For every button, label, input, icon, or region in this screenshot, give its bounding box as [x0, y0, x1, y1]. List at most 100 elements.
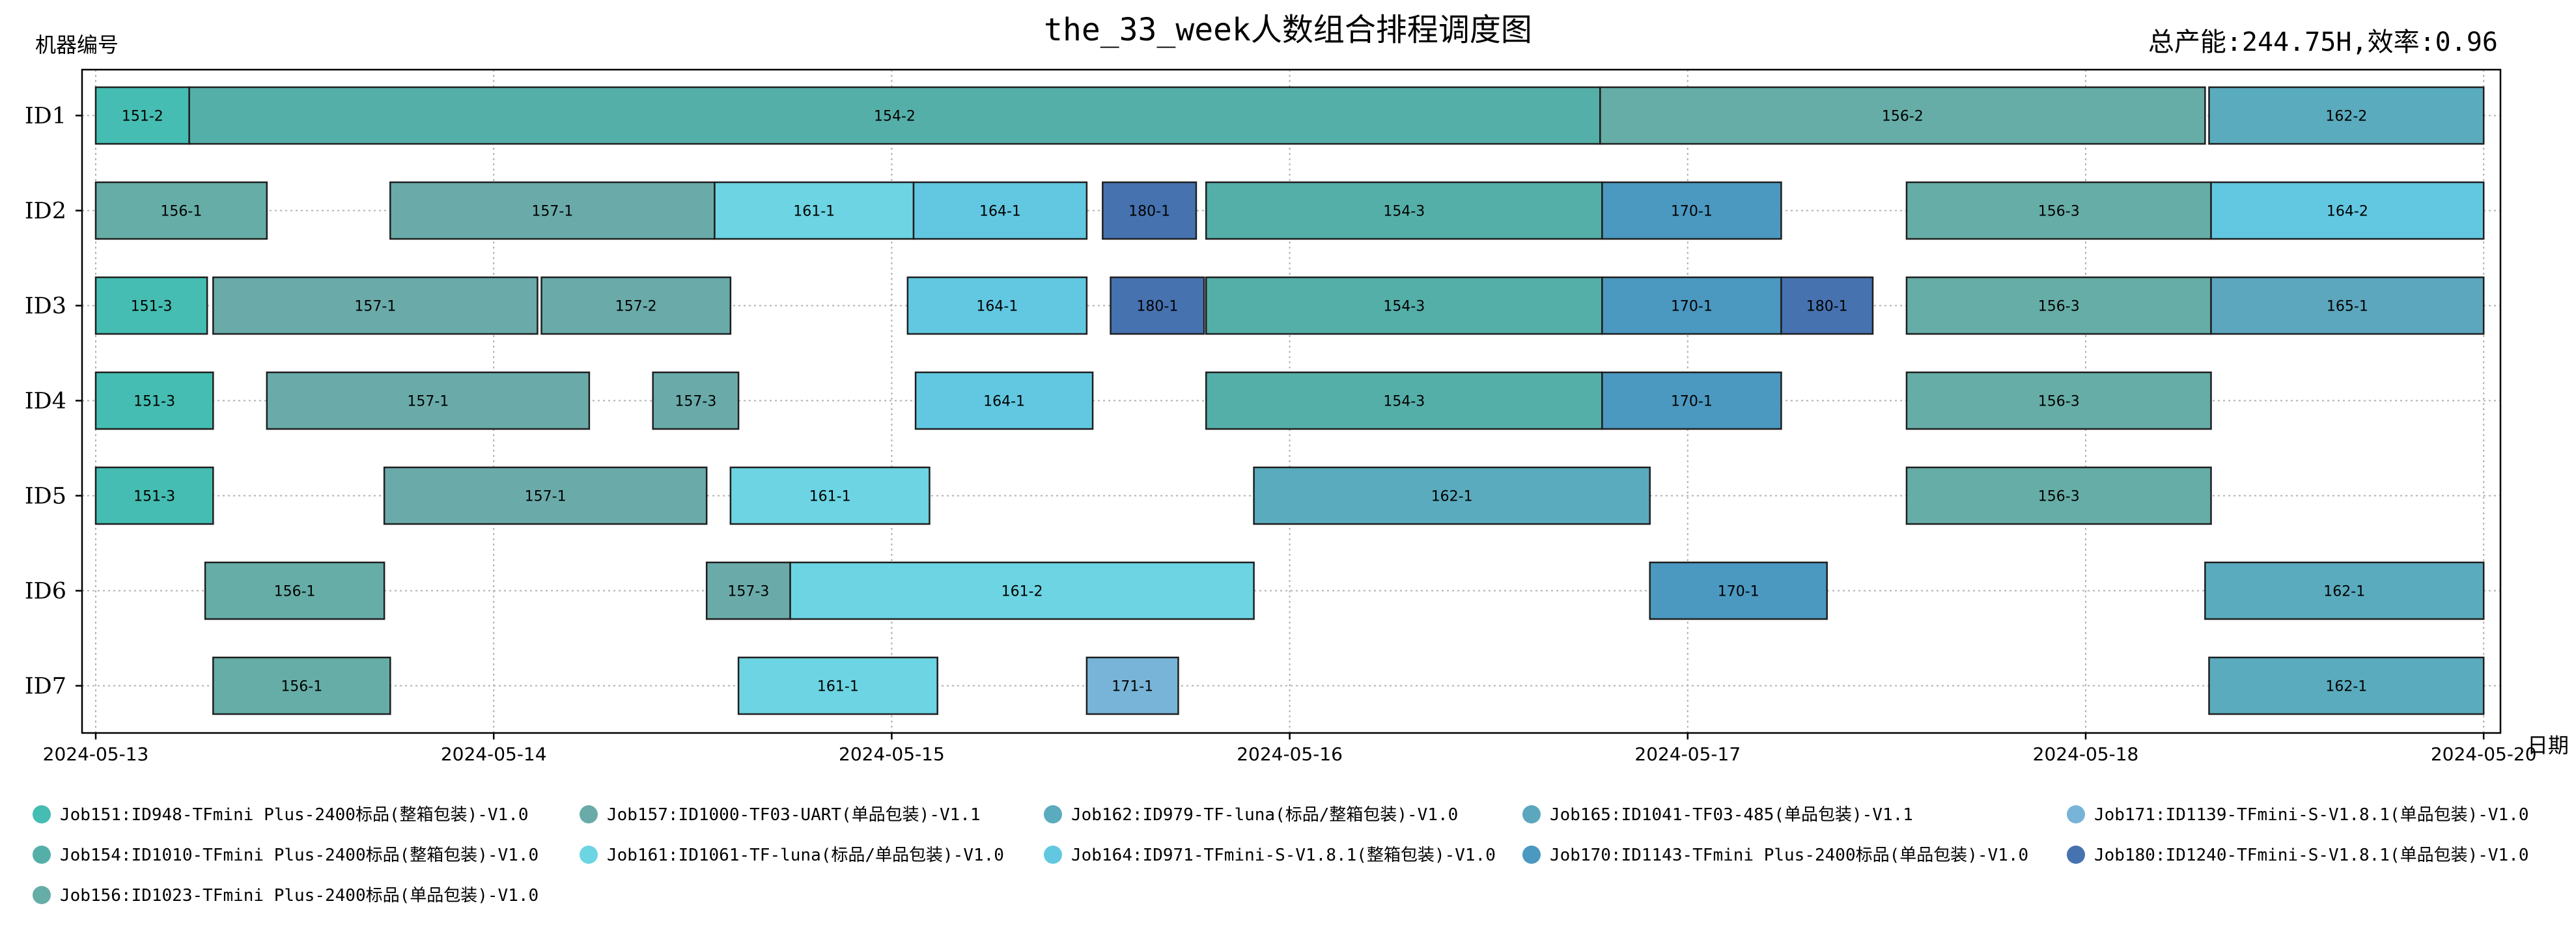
task-bar: [1601, 181, 1782, 240]
y-tick-label: ID3: [25, 294, 66, 320]
x-tick-label: 2024-05-13: [43, 743, 149, 765]
task-bar: [2204, 561, 2485, 620]
task-label: 164-1: [976, 299, 1018, 315]
task-bar: [789, 561, 1255, 620]
task-label: 162-1: [1431, 489, 1473, 505]
task-bar: [914, 371, 1094, 430]
task-bar: [1599, 86, 2206, 145]
task-bar: [729, 466, 931, 525]
legend-marker: [580, 805, 598, 823]
x-axis-label: 日期: [2527, 733, 2569, 758]
task-bar: [1905, 181, 2212, 240]
task-label: 154-2: [874, 109, 916, 125]
legend-label: Job154:ID1010-TFmini Plus-2400标品(整箱包装)-V…: [60, 846, 539, 865]
x-tick-label: 2024-05-18: [2033, 743, 2139, 765]
task-bar: [906, 276, 1088, 335]
task-bar: [1601, 276, 1782, 335]
task-label: 157-1: [354, 299, 396, 315]
x-tick-label: 2024-05-14: [441, 743, 547, 765]
task-label: 156-1: [281, 679, 322, 695]
task-label: 180-1: [1806, 299, 1848, 315]
task-label: 170-1: [1671, 204, 1713, 220]
legend-marker: [2067, 805, 2085, 823]
task-label: 154-3: [1383, 299, 1425, 315]
task-bar: [383, 466, 708, 525]
task-label: 156-2: [1882, 109, 1924, 125]
x-tick-label: 2024-05-15: [839, 743, 945, 765]
chart-title: the_33_week人数组合排程调度图: [1044, 12, 1532, 48]
task-bar: [1649, 561, 1828, 620]
task-bar: [705, 561, 791, 620]
y-tick-label: ID6: [25, 579, 66, 605]
task-label: 164-1: [983, 394, 1025, 410]
legend-label: Job171:ID1139-TFmini-S-V1.8.1(单品包装)-V1.0: [2094, 805, 2529, 825]
task-bar: [737, 656, 938, 715]
task-label: 154-3: [1383, 204, 1425, 220]
bars-layer: 151-2 154-2 156-2 162-2 156-1 157-1 161-1 164-1…: [94, 86, 2485, 715]
task-label: 170-1: [1671, 394, 1713, 410]
task-bar: [1085, 656, 1179, 715]
task-label: 151-3: [133, 394, 175, 410]
task-label: 161-2: [1001, 584, 1043, 600]
task-label: 156-1: [274, 584, 316, 600]
task-bar: [2208, 656, 2485, 715]
task-bar: [212, 656, 391, 715]
task-label: 157-3: [727, 584, 769, 600]
task-bar: [652, 371, 740, 430]
task-bar: [1205, 276, 1603, 335]
task-bar: [188, 86, 1601, 145]
task-label: 151-3: [131, 299, 173, 315]
y-tick-label: ID2: [25, 199, 66, 225]
chart-subtitle: 总产能:244.75H,效率:0.96: [2148, 27, 2498, 57]
task-bar: [94, 466, 214, 525]
task-label: 162-1: [2325, 679, 2367, 695]
task-bar: [1780, 276, 1874, 335]
legend-label: Job161:ID1061-TF-luna(标品/单品包装)-V1.0: [607, 846, 1004, 865]
task-bar: [2208, 86, 2485, 145]
y-tick-label: ID1: [25, 104, 66, 130]
task-bar: [912, 181, 1088, 240]
legend-label: Job180:ID1240-TFmini-S-V1.8.1(单品包装)-V1.0: [2094, 846, 2529, 865]
legend-label: Job151:ID948-TFmini Plus-2400标品(整箱包装)-V1…: [60, 805, 529, 825]
task-label: 157-2: [615, 299, 657, 315]
task-label: 157-1: [525, 489, 567, 505]
task-label: 151-3: [133, 489, 175, 505]
task-label: 161-1: [809, 489, 851, 505]
task-label: 161-1: [817, 679, 859, 695]
task-bar: [1110, 276, 1205, 335]
legend-marker: [1044, 805, 1062, 823]
task-label: 156-1: [160, 204, 202, 220]
task-bar: [1205, 181, 1603, 240]
task-bar: [1102, 181, 1197, 240]
legend-label: Job165:ID1041-TF03-485(单品包装)-V1.1: [1550, 805, 1913, 825]
task-label: 164-1: [979, 204, 1021, 220]
task-bar: [94, 276, 208, 335]
task-label: 170-1: [1671, 299, 1713, 315]
task-label: 162-2: [2325, 109, 2367, 125]
legend-marker: [33, 805, 51, 823]
task-label: 171-1: [1112, 679, 1153, 695]
legend-marker: [33, 846, 51, 864]
task-label: 170-1: [1718, 584, 1759, 600]
x-tick-label: 2024-05-16: [1237, 743, 1343, 765]
task-label: 156-3: [2038, 299, 2080, 315]
y-tick-label: ID4: [25, 389, 66, 415]
task-label: 157-1: [407, 394, 449, 410]
task-bar: [1253, 466, 1651, 525]
legend-label: Job157:ID1000-TF03-UART(单品包装)-V1.1: [607, 805, 981, 825]
x-tick-label: 2024-05-20: [2431, 743, 2537, 765]
task-label: 164-2: [2327, 204, 2368, 220]
y-ticks: ID1 ID2 ID3 ID4 ID5 ID6 ID7: [25, 104, 82, 700]
task-bar: [94, 371, 214, 430]
task-bar: [1205, 371, 1603, 430]
task-label: 161-1: [793, 204, 835, 220]
task-bar: [2210, 276, 2485, 335]
task-bar: [1905, 466, 2212, 525]
task-label: 157-1: [531, 204, 573, 220]
legend-label: Job170:ID1143-TFmini Plus-2400标品(单品包装)-V…: [1550, 846, 2028, 865]
y-tick-label: ID5: [25, 484, 66, 510]
task-label: 156-3: [2038, 394, 2080, 410]
task-bar: [1601, 371, 1782, 430]
task-bar: [212, 276, 539, 335]
task-bar: [540, 276, 732, 335]
